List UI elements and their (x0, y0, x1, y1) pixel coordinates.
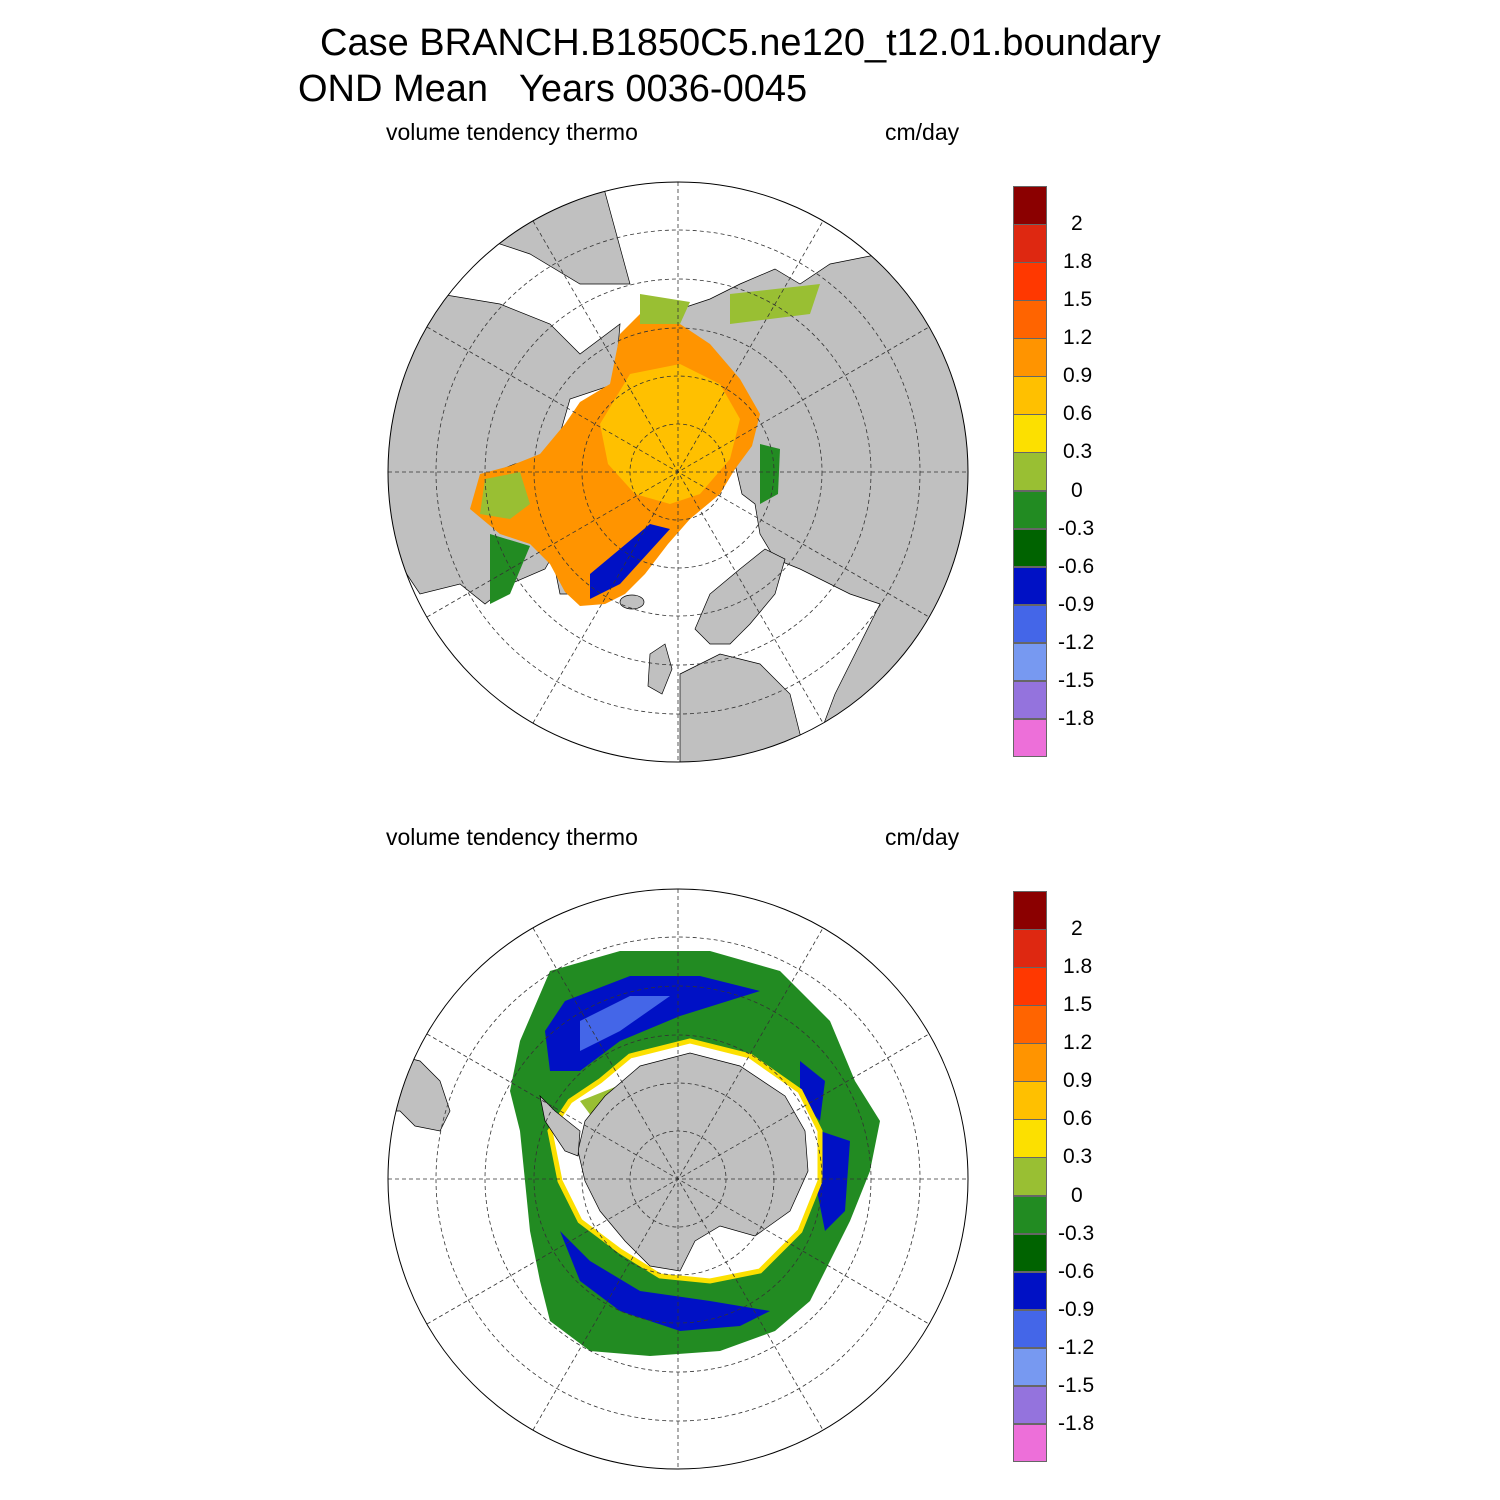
south-panel-label: volume tendency thermo (386, 824, 638, 850)
north-colorbar-tick-label: -0.3 (1058, 516, 1095, 540)
north-colorbar-tick-label: -1.8 (1058, 706, 1095, 730)
figure-title-case: Case BRANCH.B1850C5.ne120_t12.01.boundar… (320, 22, 1161, 64)
north-colorbar-swatch (1013, 224, 1047, 263)
north-colorbar (1013, 186, 1049, 758)
north-colorbar-tick-label: 1.5 (1063, 288, 1093, 312)
north-colorbar-tick-label: 0.6 (1063, 402, 1093, 426)
south-colorbar-tick-label: 0.3 (1063, 1145, 1093, 1169)
north-colorbar-swatch (1013, 680, 1047, 720)
north-colorbar-tick-label: 1.2 (1063, 326, 1093, 350)
north-colorbar-swatch (1013, 528, 1047, 568)
south-colorbar-tick-label: -1.2 (1058, 1335, 1095, 1359)
south-colorbar-tick-label: -0.6 (1058, 1259, 1095, 1283)
north-colorbar-tick-label: 0.3 (1063, 440, 1093, 464)
south-colorbar-tick-label: 2 (1071, 917, 1083, 941)
south-panel-units: cm/day (885, 824, 960, 850)
south-colorbar-tick-label: 0.9 (1063, 1069, 1093, 1093)
north-colorbar-swatch (1013, 186, 1047, 225)
south-colorbar-swatch (1013, 1233, 1047, 1273)
south-graticule (388, 889, 968, 1469)
north-colorbar-tick-label: 0.9 (1063, 364, 1093, 388)
north-colorbar-swatch (1013, 376, 1047, 415)
north-colorbar-swatch (1013, 642, 1047, 682)
north-colorbar-tick-label: -1.2 (1058, 630, 1095, 654)
north-colorbar-tick-label: -0.9 (1058, 592, 1095, 616)
south-colorbar-tick-label: -1.5 (1058, 1373, 1095, 1397)
south-colorbar (1013, 891, 1049, 1463)
north-polar-map (387, 181, 969, 763)
south-colorbar-swatch (1013, 1347, 1047, 1387)
north-colorbar-tick-label: 0 (1071, 478, 1083, 502)
south-colorbar-swatch (1013, 1309, 1047, 1349)
north-colorbar-swatch (1013, 718, 1047, 758)
north-colorbar-swatch (1013, 604, 1047, 644)
south-colorbar-swatch (1013, 929, 1047, 968)
south-colorbar-tick-label: 0 (1071, 1183, 1083, 1207)
north-colorbar-swatch (1013, 566, 1047, 606)
south-colorbar-tick-label: 1.8 (1063, 955, 1093, 979)
south-colorbar-swatch (1013, 1005, 1047, 1044)
north-colorbar-tick-label: -1.5 (1058, 668, 1095, 692)
south-colorbar-tick-label: 1.5 (1063, 993, 1093, 1017)
south-colorbar-swatch (1013, 1271, 1047, 1311)
south-colorbar-tick-label: 1.2 (1063, 1031, 1093, 1055)
south-colorbar-swatch (1013, 1043, 1047, 1082)
antarctic-peninsula-land (539, 1094, 581, 1157)
south-colorbar-swatch (1013, 891, 1047, 930)
south-map-border (387, 888, 969, 1470)
north-colorbar-swatch (1013, 338, 1047, 377)
south-colorbar-tick-label: -0.9 (1058, 1297, 1095, 1321)
south-colorbar-tick-label: 0.6 (1063, 1107, 1093, 1131)
north-colorbar-swatch (1013, 414, 1047, 453)
north-panel-units: cm/day (885, 119, 960, 145)
north-colorbar-tick-label: -0.6 (1058, 554, 1095, 578)
south-colorbar-swatch (1013, 1081, 1047, 1120)
south-colorbar-tick-label: -1.8 (1058, 1411, 1095, 1435)
north-colorbar-swatch (1013, 262, 1047, 301)
north-colorbar-swatch (1013, 300, 1047, 339)
north-colorbar-tick-label: 2 (1071, 212, 1083, 236)
south-colorbar-tick-label: -0.3 (1058, 1221, 1095, 1245)
south-colorbar-swatch (1013, 1385, 1047, 1425)
south-polar-map (387, 888, 969, 1470)
north-graticule (388, 182, 968, 762)
north-colorbar-tick-label: 1.8 (1063, 250, 1093, 274)
north-map-border (387, 181, 969, 763)
south-colorbar-swatch (1013, 1195, 1047, 1235)
north-panel-label: volume tendency thermo (386, 119, 638, 145)
south-colorbar-swatch (1013, 1119, 1047, 1158)
south-colorbar-swatch (1013, 1157, 1047, 1197)
figure-title-period: OND Mean Years 0036-0045 (298, 68, 808, 110)
south-colorbar-swatch (1013, 1423, 1047, 1463)
south-colorbar-swatch (1013, 967, 1047, 1006)
north-colorbar-swatch (1013, 490, 1047, 530)
north-colorbar-swatch (1013, 452, 1047, 492)
